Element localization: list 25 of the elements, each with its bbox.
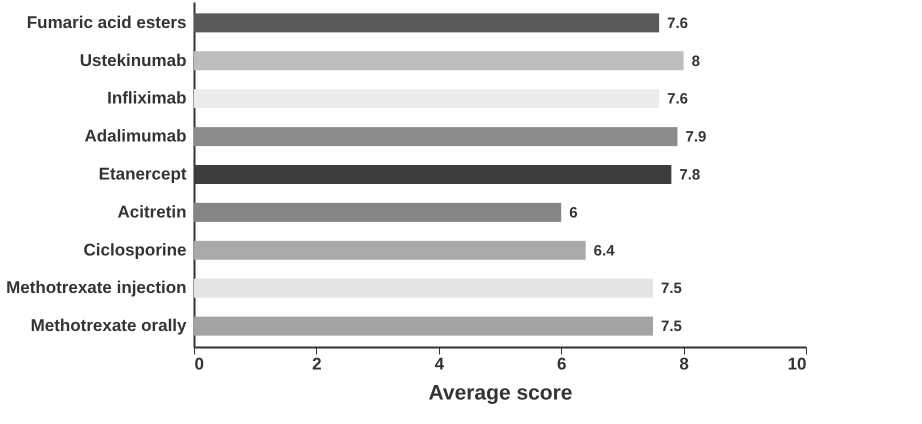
y-tick-label: Adalimumab xyxy=(84,126,186,146)
y-tick-label: Acitretin xyxy=(118,202,186,222)
y-tick-label: Etanercept xyxy=(98,164,187,184)
y-tick-label: Methotrexate injection xyxy=(6,278,186,298)
data-label: 7.5 xyxy=(661,318,682,336)
data-label: 6.4 xyxy=(594,242,616,260)
y-tick-label: Methotrexate orally xyxy=(30,316,188,336)
y-tick-label: Ustekinumab xyxy=(80,50,186,70)
data-label: 7.5 xyxy=(661,280,682,298)
y-tick-label: Fumaric acid esters xyxy=(26,12,186,32)
x-tick-label: 4 xyxy=(434,354,445,374)
x-axis-title: Average score xyxy=(428,382,572,404)
data-label: 7.6 xyxy=(667,90,688,108)
data-label: 7.8 xyxy=(679,166,700,184)
y-tick-label: Ciclosporine xyxy=(84,240,186,260)
x-tick-label: 8 xyxy=(679,354,689,374)
x-tick-label: 6 xyxy=(556,354,566,374)
x-tick-label: 0 xyxy=(194,354,204,374)
data-label: 7.9 xyxy=(685,128,706,146)
data-label: 7.6 xyxy=(667,14,688,32)
x-tick-label: 2 xyxy=(312,354,322,374)
data-label: 8 xyxy=(692,52,700,70)
y-tick-label: Infliximab xyxy=(107,88,186,108)
x-tick-label: 10 xyxy=(788,354,806,374)
data-label: 6 xyxy=(569,204,578,222)
